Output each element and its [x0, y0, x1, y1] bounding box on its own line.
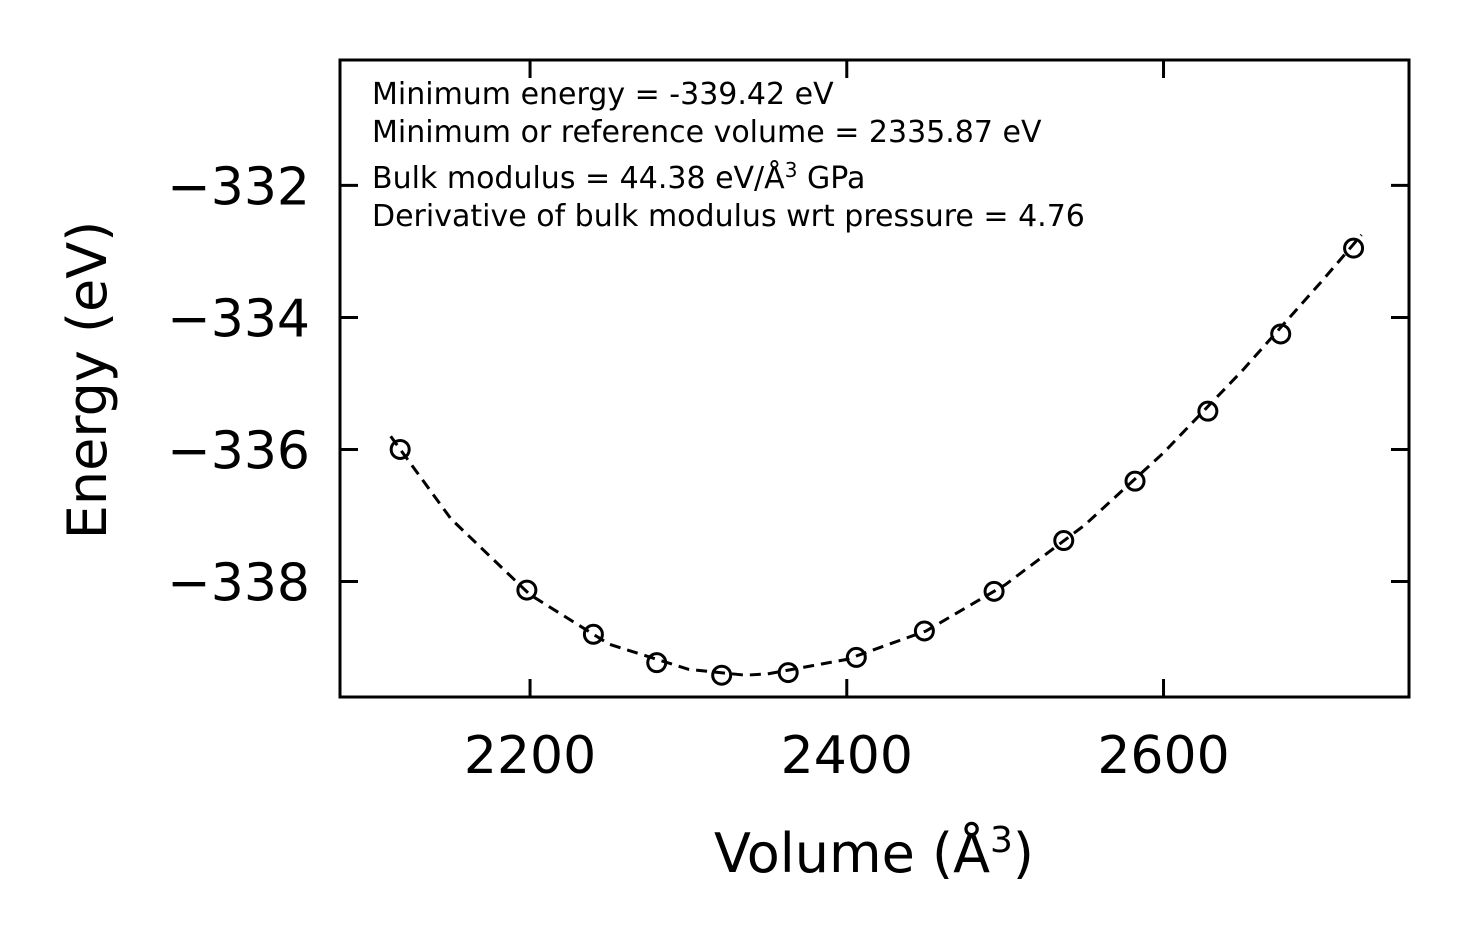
data-point [646, 652, 668, 674]
data-point [1124, 470, 1146, 492]
fit-layer [389, 233, 1363, 677]
ticks-layer: 2200 2400 2600 −332 −334 −336 −338 [167, 60, 1409, 786]
data-point [389, 438, 411, 460]
x-tick-label: 2600 [1097, 726, 1229, 786]
data-point [1053, 530, 1075, 552]
annotation-ref-volume: Minimum or reference volume = 2335.87 eV [372, 115, 1042, 150]
y-tick-label: −332 [167, 157, 310, 217]
annotations: Minimum energy = -339.42 eV Minimum or r… [372, 77, 1085, 234]
points-layer [389, 237, 1365, 686]
data-point [1343, 237, 1365, 259]
data-point [913, 620, 935, 642]
fit-line [389, 233, 1363, 677]
data-point [516, 579, 538, 601]
y-axis-title: Energy (eV) [56, 221, 119, 540]
data-point [711, 664, 733, 686]
x-axis-title: Volume (Å3) [714, 820, 1034, 885]
x-tick-label: 2200 [464, 726, 596, 786]
annotation-bulk-modulus: Bulk modulus = 44.38 eV/Å3 GPa [372, 158, 865, 196]
annotation-bulk-derivative: Derivative of bulk modulus wrt pressure … [372, 199, 1085, 234]
y-tick-label: −338 [167, 553, 310, 613]
annotation-min-energy: Minimum energy = -339.42 eV [372, 77, 834, 112]
data-point [983, 580, 1005, 602]
data-point [1270, 323, 1292, 345]
y-tick-label: −336 [167, 421, 310, 481]
y-tick-label: −334 [167, 289, 310, 349]
plot-frame [338, 58, 1411, 699]
data-point [1197, 400, 1219, 422]
data-point [845, 646, 867, 668]
x-tick-label: 2400 [781, 726, 913, 786]
data-point [582, 623, 604, 645]
data-point [777, 662, 799, 684]
